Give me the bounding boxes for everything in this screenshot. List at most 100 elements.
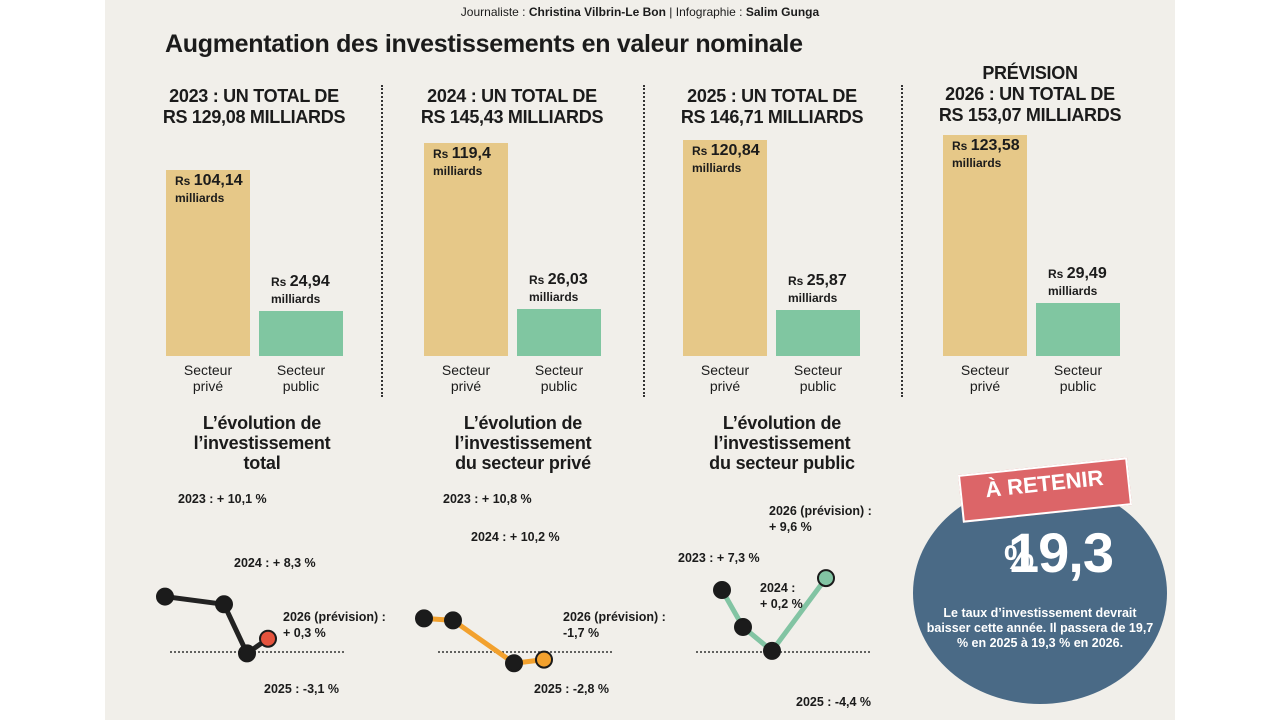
sector-label-line: Secteur xyxy=(960,362,1010,378)
sector-label: Secteur privé xyxy=(683,362,767,394)
evolution-title-line: du secteur privé xyxy=(455,453,591,473)
bar-value-currency: Rs xyxy=(529,273,548,288)
sector-label: Secteur privé xyxy=(943,362,1027,394)
point-label-line: 2025 : -3,1 % xyxy=(264,682,340,696)
sector-label: Secteur public xyxy=(776,362,860,394)
point-label-total: 2025 : -3,1 % xyxy=(264,681,339,697)
sector-label-line: Secteur xyxy=(534,362,584,378)
evolution-title-line: l’investissement xyxy=(713,433,851,453)
bar-value-currency: Rs xyxy=(788,273,807,288)
point-label-public: 2025 : -4,4 % xyxy=(796,694,871,710)
bar-value-unit: milliards xyxy=(952,156,1002,171)
bar-value-unit: milliards xyxy=(788,290,838,305)
sector-label-line: Secteur xyxy=(793,362,843,378)
point-label-public: 2023 : + 7,3 % xyxy=(678,550,760,566)
bar-value-number: 123,58 xyxy=(970,137,1020,155)
bar-value-number: 29,49 xyxy=(1066,265,1107,283)
sector-label-line: Secteur xyxy=(276,362,326,378)
sector-label: Secteur public xyxy=(1036,362,1120,394)
point-label-line: 2025 : -4,4 % xyxy=(796,695,872,709)
sector-label: Secteur public xyxy=(517,362,601,394)
sector-label-line: Secteur xyxy=(183,362,233,378)
sector-label-line: Secteur xyxy=(441,362,491,378)
point-total-2024 xyxy=(215,595,233,614)
sector-label-line: public xyxy=(282,378,320,394)
bar-value-label: Rs 120,84 milliards xyxy=(692,142,760,177)
infographic-name: Salim Gunga xyxy=(745,5,820,19)
point-label-line: 2023 : + 10,8 % xyxy=(443,492,532,506)
bar-public-2023 xyxy=(259,311,343,356)
point-label-line: 2023 : + 10,1 % xyxy=(178,492,267,506)
panel-divider xyxy=(901,85,903,397)
point-public-2026 xyxy=(817,569,835,588)
evolution-title-line: du secteur public xyxy=(709,453,855,473)
evolution-title-line: L’évolution de xyxy=(722,413,842,433)
bar-value-label: Rs 119,4 milliards xyxy=(433,145,491,180)
sector-label-line: public xyxy=(799,378,837,394)
point-label-line: + 9,6 % xyxy=(769,520,812,534)
bar-prive-2024 xyxy=(424,142,508,356)
sector-label: Secteur privé xyxy=(424,362,508,394)
bar-value-currency: Rs xyxy=(1048,267,1067,282)
year-panel-title-line: 2023 : UN TOTAL DE xyxy=(169,86,339,106)
bar-value-number: 25,87 xyxy=(806,271,847,289)
bar-value-number: 120,84 xyxy=(710,141,760,159)
journalist-name: Christina Vilbrin-Le Bon xyxy=(528,5,666,19)
evolution-title-public: L’évolution de l’investissement du secteur… xyxy=(672,413,892,473)
point-prive-2025 xyxy=(505,654,523,673)
sector-label-line: Secteur xyxy=(1053,362,1103,378)
year-panel-title: 2025 : UN TOTAL DE RS 146,71 MILLIARDS xyxy=(622,86,922,128)
bar-value-currency: Rs xyxy=(175,173,194,188)
retain-value: 19,3 xyxy=(1008,521,1114,584)
evolution-title-line: total xyxy=(243,453,281,473)
bar-prive-2026 xyxy=(943,135,1027,356)
point-total-2023 xyxy=(156,587,174,606)
sector-label-line: privé xyxy=(450,378,482,394)
year-panel-title-line: RS 145,43 MILLIARDS xyxy=(420,107,604,127)
point-label-prive: 2024 : + 10,2 % xyxy=(471,529,560,545)
evolution-title-line: L’évolution de xyxy=(202,413,322,433)
sector-label-line: public xyxy=(1059,378,1097,394)
bar-public-2025 xyxy=(776,309,860,356)
year-panel-title-line: RS 129,08 MILLIARDS xyxy=(162,107,346,127)
sector-label-line: public xyxy=(540,378,578,394)
credits-line: Journaliste : Christina Vilbrin-Le Bon |… xyxy=(0,5,1280,19)
year-panel-title: 2023 : UN TOTAL DE RS 129,08 MILLIARDS xyxy=(104,86,404,128)
bar-value-label: Rs 25,87 milliards xyxy=(788,272,847,307)
year-panel-title-line: RS 153,07 MILLIARDS xyxy=(938,105,1122,125)
year-panel-title: PRÉVISION 2026 : UN TOTAL DE RS 153,07 MIL… xyxy=(880,63,1180,126)
point-label-prive: 2025 : -2,8 % xyxy=(534,681,609,697)
bar-value-currency: Rs xyxy=(952,139,971,154)
point-public-2023 xyxy=(713,581,731,600)
sector-label: Secteur public xyxy=(259,362,343,394)
bar-value-unit: milliards xyxy=(692,160,742,175)
bar-value-number: 24,94 xyxy=(289,273,330,291)
bar-value-number: 104,14 xyxy=(193,171,243,189)
panel-divider xyxy=(381,85,383,397)
year-panel-title: 2024 : UN TOTAL DE RS 145,43 MILLIARDS xyxy=(362,86,662,128)
bar-value-number: 119,4 xyxy=(451,144,491,162)
sector-label-line: Secteur xyxy=(700,362,750,378)
bar-value-number: 26,03 xyxy=(547,271,588,289)
evolution-title-total: L’évolution de l’investissement total xyxy=(152,413,372,473)
bar-value-unit: milliards xyxy=(1048,284,1098,299)
point-label-line: + 0,2 % xyxy=(760,597,803,611)
retain-unit: % xyxy=(1004,539,1035,577)
point-label-line: 2026 (prévision) : xyxy=(283,610,386,624)
bar-value-unit: milliards xyxy=(175,190,225,205)
bar-value-label: Rs 24,94 milliards xyxy=(271,273,330,308)
evolution-line-prive xyxy=(421,615,547,666)
credits-separator: | xyxy=(665,5,676,19)
point-label-prive: 2026 (prévision) : -1,7 % xyxy=(563,609,666,641)
bar-value-currency: Rs xyxy=(692,143,711,158)
evolution-title-line: L’évolution de xyxy=(463,413,583,433)
point-label-public: 2026 (prévision) : + 9,6 % xyxy=(769,503,872,535)
bar-public-2024 xyxy=(517,309,601,356)
bar-value-unit: milliards xyxy=(433,163,483,178)
bar-value-label: Rs 104,14 milliards xyxy=(175,172,243,207)
journalist-label: Journaliste : xyxy=(460,5,529,19)
point-label-total: 2023 : + 10,1 % xyxy=(178,491,267,507)
sector-label-line: privé xyxy=(192,378,224,394)
